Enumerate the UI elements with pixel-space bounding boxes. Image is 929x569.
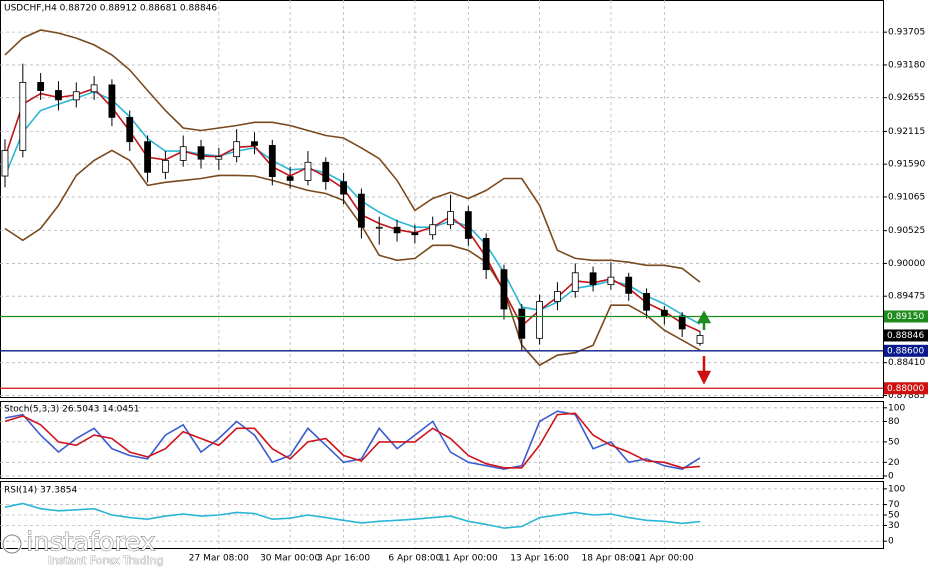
y-tick-label: 0 bbox=[888, 537, 894, 547]
y-tick-label: 0.90000 bbox=[888, 259, 925, 269]
x-tick-label: 11 Apr 00:00 bbox=[439, 554, 498, 564]
candle-body bbox=[375, 226, 383, 229]
x-tick-label: 30 Mar 00:00 bbox=[260, 554, 320, 564]
y-tick-label: 30 bbox=[888, 521, 900, 531]
up-arrow bbox=[696, 310, 712, 330]
indicator-line bbox=[4, 410, 701, 470]
y-tick-label: 50 bbox=[888, 511, 900, 521]
candle-body bbox=[678, 315, 686, 330]
level-label-bg bbox=[884, 344, 928, 357]
candle-body bbox=[72, 91, 80, 101]
candle-body bbox=[340, 181, 347, 195]
candle-body bbox=[322, 161, 330, 183]
indicator-line bbox=[4, 502, 701, 529]
stoch-title: Stoch(5,3,3) 26.5043 14.0451 bbox=[4, 405, 139, 415]
watermark-tagline: Instant Forex Trading bbox=[48, 554, 164, 567]
candle-body bbox=[286, 176, 294, 181]
candle-body bbox=[19, 81, 27, 151]
y-tick-label: 0.91590 bbox=[888, 160, 925, 170]
x-tick-label: 6 Apr 08:00 bbox=[388, 554, 441, 564]
indicator-line bbox=[4, 412, 701, 469]
y-tick-label: 0.87885 bbox=[888, 391, 925, 401]
candle-body bbox=[233, 141, 241, 158]
y-tick-label: 50 bbox=[888, 437, 900, 447]
candle-body bbox=[126, 116, 134, 143]
candle-body bbox=[607, 276, 615, 286]
x-tick-label: 18 Apr 08:00 bbox=[582, 554, 641, 564]
y-tick-label: 0.93180 bbox=[888, 60, 925, 70]
y-tick-label: 0.89475 bbox=[888, 292, 925, 302]
candle-body bbox=[589, 272, 597, 286]
candle-body bbox=[660, 309, 668, 317]
level-label: 0.88000 bbox=[887, 384, 924, 394]
candle-body bbox=[429, 224, 437, 236]
indicator-line bbox=[4, 29, 701, 283]
candle-body bbox=[554, 291, 561, 302]
candle-body bbox=[625, 276, 633, 294]
panel-frame bbox=[0, 0, 884, 398]
candle-body bbox=[482, 238, 490, 271]
candle-body bbox=[393, 226, 401, 234]
y-tick-label: 0.90525 bbox=[888, 226, 925, 236]
indicator-line bbox=[4, 87, 701, 333]
y-tick-label: 0.93705 bbox=[888, 28, 925, 38]
candle-body bbox=[411, 232, 419, 236]
candle-body bbox=[268, 145, 276, 178]
candle-body bbox=[90, 84, 98, 93]
candle-body bbox=[144, 141, 151, 173]
level-label: 0.88846 bbox=[887, 331, 924, 341]
x-tick-label: 13 Apr 16:00 bbox=[510, 554, 569, 564]
rsi-title: RSI(14) 37.3854 bbox=[4, 486, 77, 496]
candle-body bbox=[197, 146, 205, 160]
candle-body bbox=[55, 90, 62, 101]
candle-body bbox=[643, 292, 650, 311]
y-tick-label: 100 bbox=[888, 403, 905, 413]
panel-frame bbox=[0, 401, 884, 479]
down-arrow bbox=[696, 356, 712, 385]
candle-body bbox=[536, 301, 544, 339]
candle-body bbox=[464, 211, 472, 239]
level-label-bg bbox=[884, 329, 928, 342]
watermark: instaforex Instant Forex Trading bbox=[1, 527, 164, 567]
candle-body bbox=[500, 269, 508, 310]
y-tick-label: 0.92115 bbox=[888, 127, 925, 137]
y-tick-label: 0.91065 bbox=[888, 192, 925, 202]
candle-body bbox=[304, 161, 312, 181]
level-label-bg bbox=[884, 382, 928, 395]
level-label-bg bbox=[884, 310, 928, 323]
chart-title: USDCHF,H4 0.88720 0.88912 0.88681 0.8884… bbox=[4, 4, 217, 14]
y-tick-label: 0.92655 bbox=[888, 93, 925, 103]
candle-body bbox=[571, 272, 579, 292]
x-tick-label: 21 Apr 00:00 bbox=[635, 554, 694, 564]
level-label: 0.88600 bbox=[887, 346, 924, 356]
candle-body bbox=[161, 160, 169, 173]
candle-body bbox=[518, 308, 526, 339]
y-tick-label: 0.88410 bbox=[888, 358, 925, 368]
watermark-logo-outline bbox=[2, 534, 22, 554]
y-tick-label: 100 bbox=[888, 484, 905, 494]
candle-body bbox=[179, 146, 187, 161]
candle-body bbox=[358, 193, 365, 228]
x-tick-label: 3 Apr 16:00 bbox=[317, 554, 370, 564]
candle-body bbox=[215, 156, 223, 160]
candle-body bbox=[251, 141, 258, 146]
indicator-line bbox=[4, 149, 701, 367]
y-tick-label: 20 bbox=[888, 458, 900, 468]
y-tick-label: 0 bbox=[888, 471, 894, 481]
candle-body bbox=[1, 150, 9, 177]
candle-body bbox=[108, 84, 116, 118]
candle-body bbox=[447, 211, 454, 226]
y-tick-label: 80 bbox=[888, 417, 900, 427]
indicator-line bbox=[4, 90, 701, 325]
watermark-brand: instaforex bbox=[26, 528, 155, 558]
candle-body bbox=[37, 81, 45, 91]
candle-body bbox=[696, 335, 704, 344]
y-tick-label: 70 bbox=[888, 500, 900, 510]
level-label: 0.89150 bbox=[887, 312, 924, 322]
x-tick-label: 27 Mar 08:00 bbox=[189, 554, 249, 564]
